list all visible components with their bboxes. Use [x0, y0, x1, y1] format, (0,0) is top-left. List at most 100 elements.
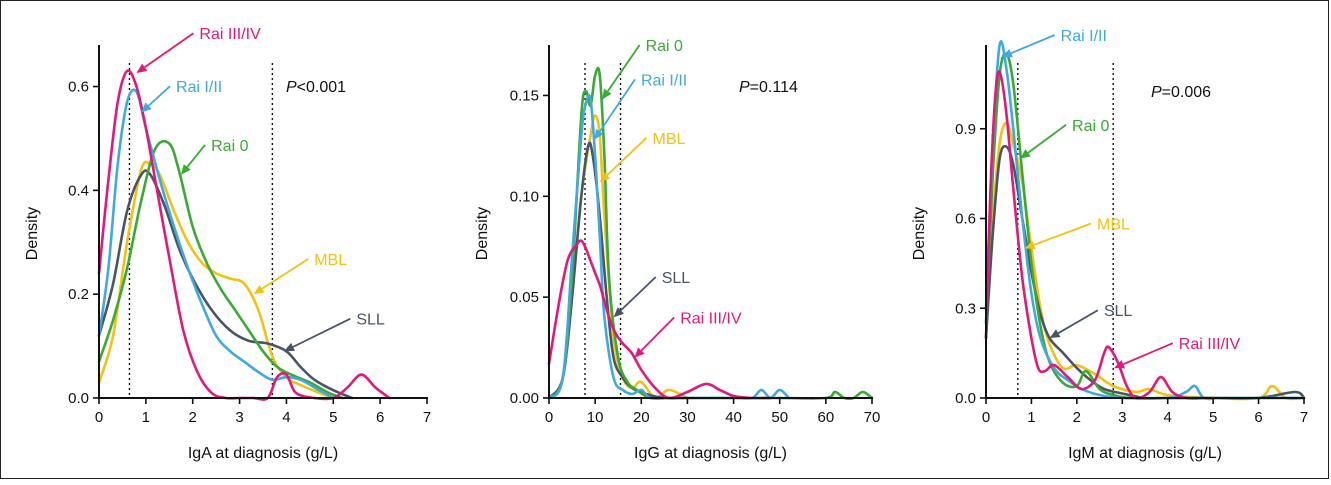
annotation-arrow-mbl [1033, 222, 1092, 246]
series-label-mbl: MBL [1097, 216, 1130, 233]
series-line-rai-i-ii [984, 40, 1306, 401]
annotation-arrowhead-rai-0 [602, 88, 612, 100]
series-label-rai-iii-iv: Rai III/IV [680, 310, 742, 327]
series-label-rai-0: Rai 0 [646, 38, 683, 55]
series-line-mbl [984, 121, 1306, 401]
annotation-arrow-rai-i-ii [599, 78, 636, 133]
x-tick-label: 50 [771, 409, 788, 426]
x-tick-label: 1 [1027, 409, 1035, 426]
y-tick-label: 0.3 [955, 300, 976, 317]
iga-density-panel: 0 1 2 3 4 5 6 7 0.0 0.2 0.4 0.6 IgA at diagnosis (g/… [24, 26, 431, 462]
series-label-rai-iii-iv: Rai III/IV [199, 26, 261, 43]
x-axis-label: IgG at diagnosis (g/L) [634, 445, 787, 462]
x-tick-label: 2 [1073, 409, 1081, 426]
annotation-arrowhead-mbl [253, 284, 265, 295]
annotation-arrowhead-mbl [1024, 240, 1036, 250]
x-tick-label: 60 [818, 409, 835, 426]
igm-density-panel: 0 1 2 3 4 5 6 7 0.0 0.3 0.6 0.9 IgM at diagnosis (g/… [911, 28, 1308, 462]
igg-density-panel: 0 10 20 30 40 50 60 70 0.00 0.05 0.10 0.15 IgG at di… [474, 38, 880, 462]
series-line-rai-iii-iv [97, 69, 391, 401]
x-tick-label: 20 [633, 409, 650, 426]
series-line-rai-i-ii [97, 88, 335, 400]
y-tick-label: 0.10 [510, 188, 539, 205]
x-tick-label: 10 [587, 409, 604, 426]
series-line-sll [97, 169, 354, 400]
y-tick-label: 0.05 [510, 289, 539, 306]
x-tick-label: 0 [95, 409, 103, 426]
series-label-sll: SLL [1104, 303, 1133, 320]
x-tick-label: 6 [376, 409, 384, 426]
annotation-arrow-sll [292, 317, 351, 348]
annotation-arrow-mbl [606, 137, 648, 176]
series-label-sll: SLL [356, 312, 385, 329]
y-tick-label: 0.00 [510, 390, 539, 407]
annotation-arrow-rai-i-ii [147, 85, 171, 107]
y-tick-label: 0.15 [510, 87, 539, 104]
x-tick-label: 7 [423, 409, 431, 426]
x-tick-label: 30 [679, 409, 696, 426]
annotation-arrow-rai-0 [186, 144, 206, 168]
y-tick-label: 0.0 [68, 390, 89, 407]
x-axis-label: IgM at diagnosis (g/L) [1068, 445, 1222, 462]
y-axis-label: Density [474, 207, 491, 260]
p-value-label: P=0.006 [1151, 84, 1211, 101]
annotation-arrowhead-mbl [599, 172, 611, 183]
annotation-arrow-rai-iii-iv [1122, 342, 1174, 366]
x-axis-label: IgA at diagnosis (g/L) [188, 445, 338, 462]
annotation-arrow-rai-iii-iv [144, 32, 194, 69]
series-line-rai-iii-iv [984, 70, 1206, 400]
x-tick-label: 4 [1164, 409, 1172, 426]
series-label-rai-i-ii: Rai I/II [641, 72, 687, 89]
x-tick-label: 5 [329, 409, 337, 426]
p-value-label: P=0.114 [739, 79, 798, 96]
annotation-arrow-mbl [261, 258, 309, 290]
x-tick-label: 3 [1118, 409, 1126, 426]
annotation-arrowhead-sll [284, 342, 296, 352]
series-label-rai-0: Rai 0 [1072, 118, 1109, 135]
series-line-rai-iii-iv [547, 239, 772, 400]
annotation-arrowhead-rai-i-ii [1001, 48, 1013, 58]
y-tick-label: 0.6 [955, 211, 976, 228]
series-line-rai-0 [547, 66, 874, 401]
y-axis-label: Density [911, 207, 928, 260]
series-label-rai-iii-iv: Rai III/IV [1179, 336, 1241, 353]
y-tick-label: 0.0 [955, 390, 976, 407]
annotation-arrowhead-rai-0 [1020, 149, 1031, 159]
x-tick-label: 70 [864, 409, 881, 426]
annotation-arrowhead-rai-0 [181, 164, 191, 175]
x-tick-label: 0 [545, 409, 553, 426]
series-label-rai-i-ii: Rai I/II [176, 79, 222, 96]
x-tick-label: 3 [235, 409, 243, 426]
series-label-rai-0: Rai 0 [211, 138, 248, 155]
annotation-arrow-sll [1057, 309, 1099, 334]
y-tick-label: 0.9 [955, 121, 976, 138]
annotation-arrowhead-sll [1049, 329, 1061, 339]
annotation-arrowhead-rai-iii-iv [1114, 360, 1126, 369]
x-tick-label: 4 [282, 409, 290, 426]
annotation-arrowhead-rai-i-ii [141, 102, 152, 113]
y-tick-label: 0.6 [68, 79, 89, 96]
x-tick-label: 1 [142, 409, 150, 426]
annotation-arrowhead-rai-iii-iv [634, 347, 645, 358]
x-tick-label: 7 [1300, 409, 1308, 426]
series-label-mbl: MBL [653, 131, 686, 148]
x-tick-label: 5 [1209, 409, 1217, 426]
annotation-arrow-rai-iii-iv [640, 316, 675, 352]
series-line-rai-i-ii [547, 93, 791, 400]
annotation-arrow-sll [620, 276, 657, 312]
series-label-mbl: MBL [314, 252, 347, 269]
annotation-arrowhead-rai-i-ii [594, 128, 604, 140]
annotation-arrowhead-rai-iii-iv [136, 63, 148, 74]
p-value-label: P<0.001 [286, 79, 346, 96]
x-tick-label: 2 [189, 409, 197, 426]
annotation-arrow-rai-0 [1027, 124, 1067, 154]
series-line-rai-0 [97, 139, 344, 400]
annotation-arrowhead-sll [613, 307, 624, 318]
y-tick-label: 0.2 [68, 286, 89, 303]
annotation-arrow-rai-i-ii [1010, 34, 1056, 54]
series-label-rai-i-ii: Rai I/II [1061, 28, 1107, 45]
x-tick-label: 40 [725, 409, 742, 426]
y-axis-label: Density [24, 207, 41, 260]
x-tick-label: 0 [982, 409, 990, 426]
